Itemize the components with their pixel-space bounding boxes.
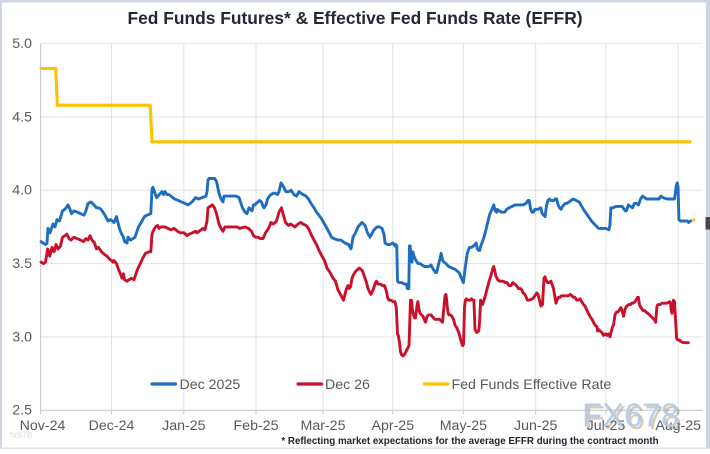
svg-text:FX678: FX678 (582, 397, 679, 434)
svg-text:Jan-25: Jan-25 (162, 418, 205, 434)
svg-text:Apr-25: Apr-25 (372, 418, 415, 434)
svg-text:fx678: fx678 (10, 430, 32, 440)
svg-text:Dec 26: Dec 26 (325, 377, 370, 393)
svg-text:Fed Funds Futures* & Effective: Fed Funds Futures* & Effective Fed Funds… (127, 8, 582, 28)
svg-text:Feb-25: Feb-25 (234, 418, 279, 434)
svg-text:May-25: May-25 (440, 418, 487, 434)
svg-text:* Reflecting market expectatio: * Reflecting market expectations for the… (281, 436, 658, 447)
svg-text:Mar-25: Mar-25 (301, 418, 346, 434)
svg-text:Dec 2025: Dec 2025 (180, 377, 241, 393)
svg-text:4.5: 4.5 (12, 109, 32, 125)
svg-text:3.0: 3.0 (12, 329, 32, 345)
svg-text:Fed Funds Effective Rate: Fed Funds Effective Rate (452, 377, 612, 393)
svg-text:4.0: 4.0 (12, 183, 32, 199)
svg-text:Dec-24: Dec-24 (89, 418, 135, 434)
svg-text:Jun-25: Jun-25 (514, 418, 557, 434)
svg-text:3.5: 3.5 (12, 256, 32, 272)
svg-text:5.0: 5.0 (12, 36, 32, 52)
svg-text:2.5: 2.5 (12, 403, 32, 419)
